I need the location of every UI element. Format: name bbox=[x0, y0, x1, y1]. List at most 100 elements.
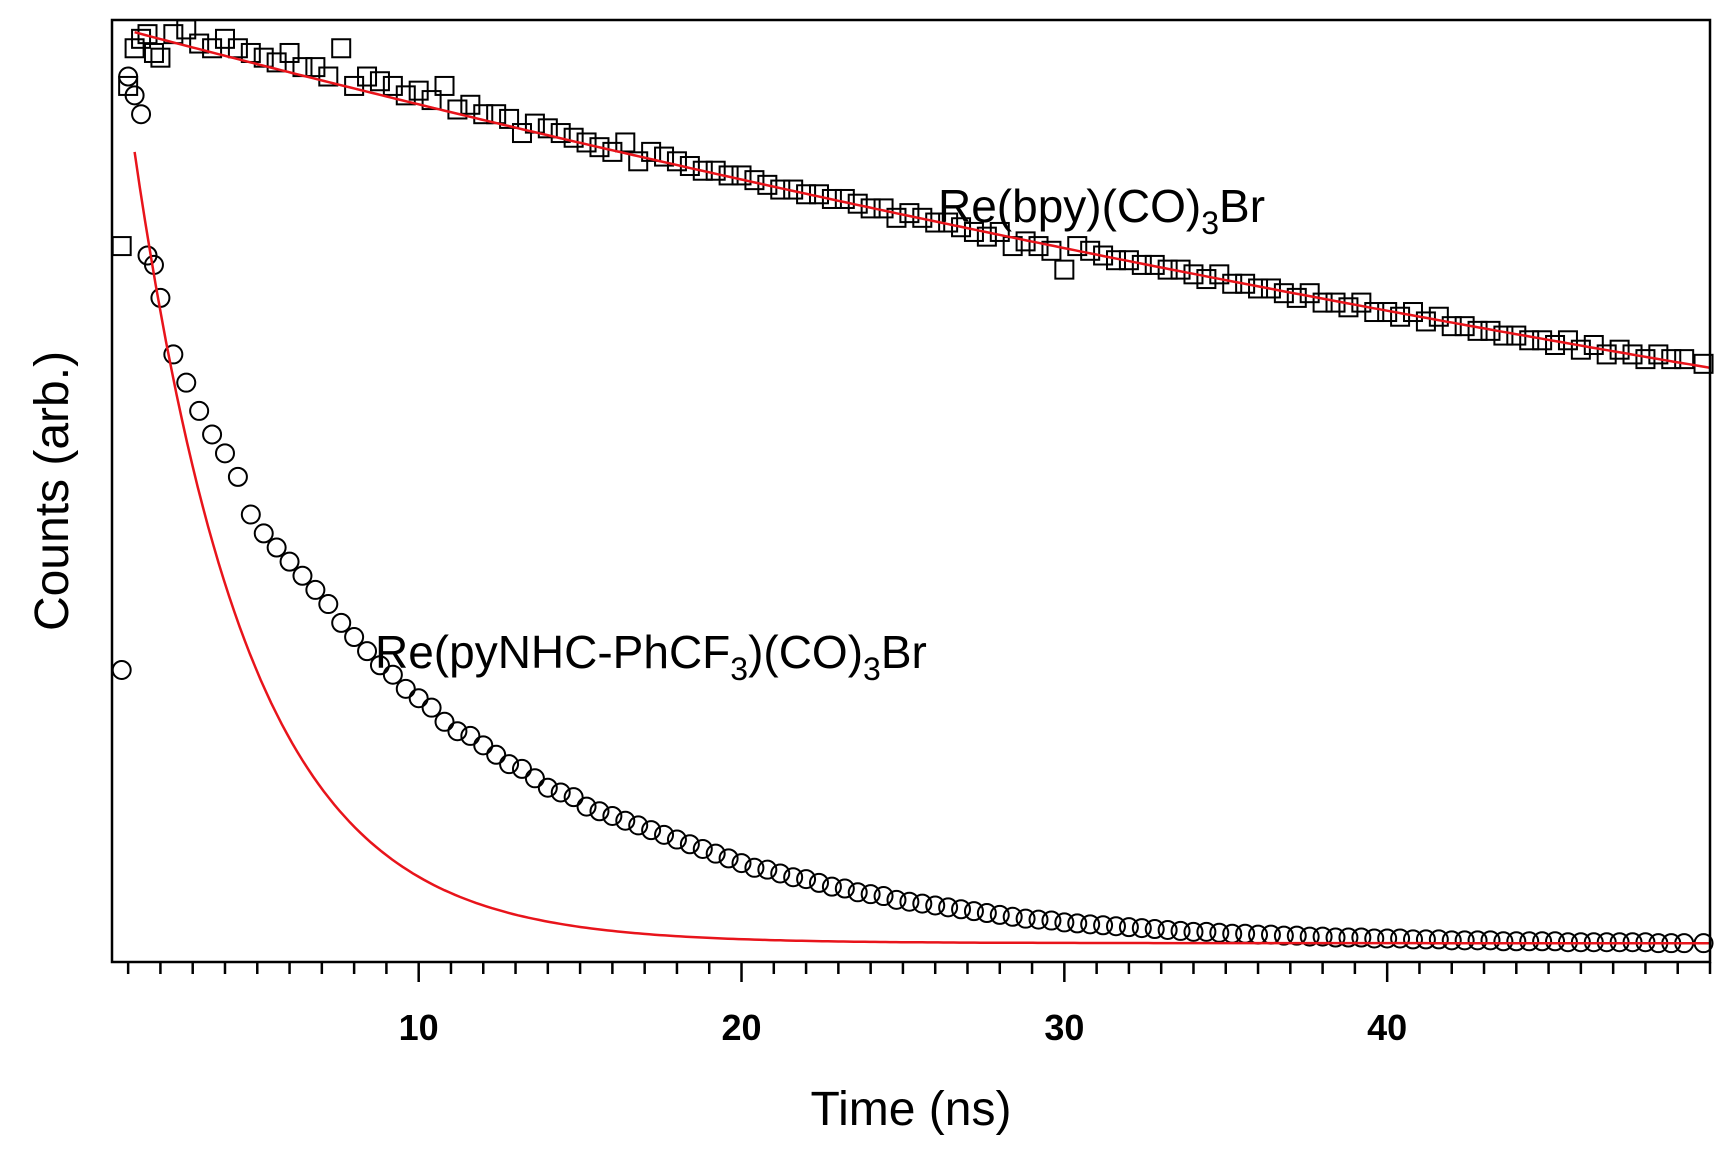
circle-marker bbox=[344, 627, 365, 648]
square-marker bbox=[331, 38, 352, 59]
square-marker bbox=[692, 160, 713, 181]
circle-marker bbox=[266, 537, 287, 558]
circle-marker bbox=[860, 884, 881, 905]
series-0-markers bbox=[111, 19, 1714, 374]
circle-marker bbox=[731, 853, 752, 874]
plot-frame bbox=[110, 18, 1712, 964]
circle-marker bbox=[641, 820, 662, 841]
circle-marker bbox=[1054, 912, 1075, 933]
circle-marker bbox=[473, 735, 494, 756]
square-marker bbox=[563, 127, 584, 148]
circle-marker bbox=[550, 782, 571, 803]
circle-marker bbox=[111, 659, 132, 680]
circle-marker bbox=[1402, 929, 1423, 950]
square-marker bbox=[886, 207, 907, 228]
square-marker bbox=[1054, 259, 1075, 280]
square-marker bbox=[1596, 344, 1617, 365]
square-marker bbox=[615, 132, 636, 153]
circle-marker bbox=[1196, 921, 1217, 942]
series-label-0: Re(bpy)(CO)3Br bbox=[938, 180, 1265, 241]
circle-marker bbox=[744, 857, 765, 878]
circle-marker bbox=[1170, 920, 1191, 941]
square-marker bbox=[1390, 306, 1411, 327]
circle-marker bbox=[821, 876, 842, 897]
circle-marker bbox=[318, 594, 339, 615]
square-marker bbox=[899, 203, 920, 224]
x-tick-label: 20 bbox=[721, 1007, 761, 1048]
circle-marker bbox=[1545, 931, 1566, 952]
circle-marker bbox=[118, 66, 139, 87]
circle-marker bbox=[511, 758, 532, 779]
circle-marker bbox=[421, 697, 442, 718]
circle-marker bbox=[1390, 928, 1411, 949]
square-marker bbox=[447, 99, 468, 120]
square-marker bbox=[189, 33, 210, 54]
square-marker bbox=[1067, 236, 1088, 257]
circle-marker bbox=[1428, 929, 1449, 950]
circle-marker bbox=[1519, 931, 1540, 952]
circle-marker bbox=[1118, 917, 1139, 938]
square-marker bbox=[537, 118, 558, 139]
circle-marker bbox=[124, 85, 145, 106]
circle-marker bbox=[899, 891, 920, 912]
circle-marker bbox=[796, 869, 817, 890]
circle-marker bbox=[176, 372, 197, 393]
circle-marker bbox=[240, 504, 261, 525]
square-marker bbox=[369, 71, 390, 92]
circle-marker bbox=[1144, 919, 1165, 940]
circle-marker bbox=[1312, 926, 1333, 947]
square-marker bbox=[1196, 269, 1217, 290]
circle-marker bbox=[1454, 930, 1475, 951]
square-marker bbox=[150, 47, 171, 68]
square-marker bbox=[757, 174, 778, 195]
circle-marker bbox=[963, 901, 984, 922]
circle-marker bbox=[873, 886, 894, 907]
circle-marker bbox=[1183, 921, 1204, 942]
square-marker bbox=[111, 236, 132, 257]
square-marker bbox=[1674, 349, 1695, 370]
y-axis-title: Counts (arb.) bbox=[26, 351, 79, 631]
circle-marker bbox=[1532, 931, 1553, 952]
square-marker bbox=[1467, 320, 1488, 341]
circle-marker bbox=[524, 768, 545, 789]
circle-marker bbox=[666, 829, 687, 850]
circle-marker bbox=[189, 400, 210, 421]
circle-marker bbox=[976, 903, 997, 924]
circle-marker bbox=[1480, 930, 1501, 951]
circle-marker bbox=[1441, 930, 1462, 951]
series-1-markers bbox=[111, 66, 1714, 954]
square-marker bbox=[589, 137, 610, 158]
circle-marker bbox=[1041, 910, 1062, 931]
circle-marker bbox=[602, 805, 623, 826]
x-tick-label: 40 bbox=[1367, 1007, 1407, 1048]
circle-marker bbox=[783, 867, 804, 888]
square-marker bbox=[1648, 344, 1669, 365]
circle-marker bbox=[1093, 915, 1114, 936]
circle-marker bbox=[279, 551, 300, 572]
circle-marker bbox=[912, 893, 933, 914]
circle-marker bbox=[331, 612, 352, 633]
data-markers bbox=[111, 19, 1714, 954]
circle-marker bbox=[1299, 926, 1320, 947]
x-tick-label: 30 bbox=[1044, 1007, 1084, 1048]
circle-marker bbox=[214, 443, 235, 464]
square-marker bbox=[654, 146, 675, 167]
square-marker bbox=[1338, 297, 1359, 318]
square-marker bbox=[1312, 292, 1333, 313]
circle-marker bbox=[357, 641, 378, 662]
square-marker bbox=[550, 123, 571, 144]
circle-marker bbox=[770, 863, 791, 884]
circle-marker bbox=[951, 899, 972, 920]
x-axis-tick-labels: 10 20 30 40 bbox=[399, 1007, 1408, 1048]
square-marker bbox=[821, 188, 842, 209]
circle-marker bbox=[395, 678, 416, 699]
circle-marker bbox=[131, 104, 152, 125]
circle-marker bbox=[938, 897, 959, 918]
circle-marker bbox=[628, 815, 649, 836]
circle-marker bbox=[834, 878, 855, 899]
circle-marker bbox=[499, 754, 520, 775]
circle-marker bbox=[576, 796, 597, 817]
square-marker bbox=[434, 75, 455, 96]
circle-marker bbox=[1286, 925, 1307, 946]
